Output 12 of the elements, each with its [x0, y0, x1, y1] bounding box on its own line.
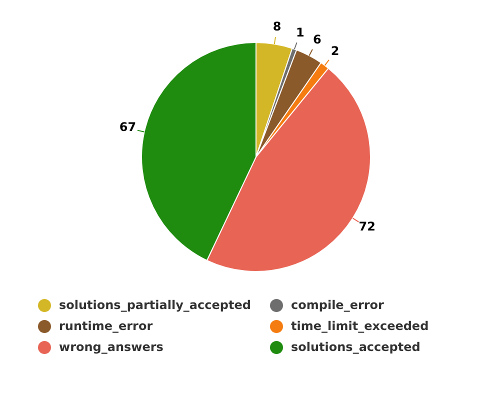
legend-label: time_limit_exceeded	[290, 319, 430, 333]
data-label: 8	[272, 19, 282, 34]
legend-label: runtime_error	[58, 319, 154, 333]
legend-label: solutions_partially_accepted	[58, 298, 252, 312]
legend-label: solutions_accepted	[290, 340, 422, 354]
legend-label: compile_error	[290, 298, 385, 312]
data-label: 2	[330, 44, 340, 58]
legend-label: wrong_answers	[58, 340, 164, 354]
data-label: 1	[296, 25, 304, 40]
data-label: 6	[312, 32, 322, 47]
data-label: 72	[358, 219, 376, 234]
data-label: 67	[119, 120, 136, 134]
